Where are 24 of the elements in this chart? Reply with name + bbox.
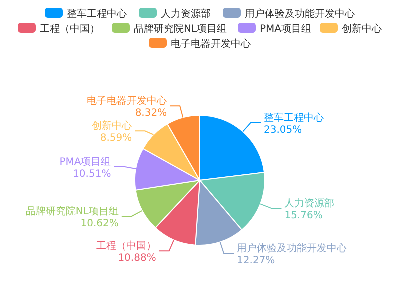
slice-label: 电子电器开发中心	[87, 95, 168, 108]
data-label: 10.51%	[73, 168, 112, 180]
slice-label: 创新中心	[92, 120, 132, 132]
slice-label: PMA项目组	[60, 156, 112, 168]
legend-label: 品牌研究院NL项目组	[134, 23, 228, 35]
slice-label: 品牌研究院NL项目组	[26, 205, 119, 218]
legend-label: 整车工程中心	[67, 8, 127, 20]
legend-label: 用户体验及功能开发中心	[245, 8, 355, 20]
data-label: 15.76%	[284, 210, 323, 222]
data-label: 10.62%	[80, 218, 119, 230]
slice-label: 工程（中国）	[96, 240, 156, 252]
slice-label: 用户体验及功能开发中心	[237, 242, 348, 255]
data-label: 10.88%	[118, 253, 156, 264]
data-label: 8.32%	[135, 108, 168, 120]
data-label: 12.27%	[237, 256, 276, 267]
legend-label: 创新中心	[342, 23, 382, 35]
legend-label: 人力资源部	[161, 8, 211, 20]
data-label: 23.05%	[264, 124, 302, 136]
slice-label: 整车工程中心	[264, 112, 324, 124]
legend-label: 工程（中国）	[40, 23, 100, 35]
data-label: 8.59%	[100, 133, 132, 144]
legend-label: 电子电器开发中心	[171, 38, 251, 50]
slice-label: 人力资源部	[284, 198, 335, 210]
legend-label: PMA项目组	[260, 23, 312, 35]
